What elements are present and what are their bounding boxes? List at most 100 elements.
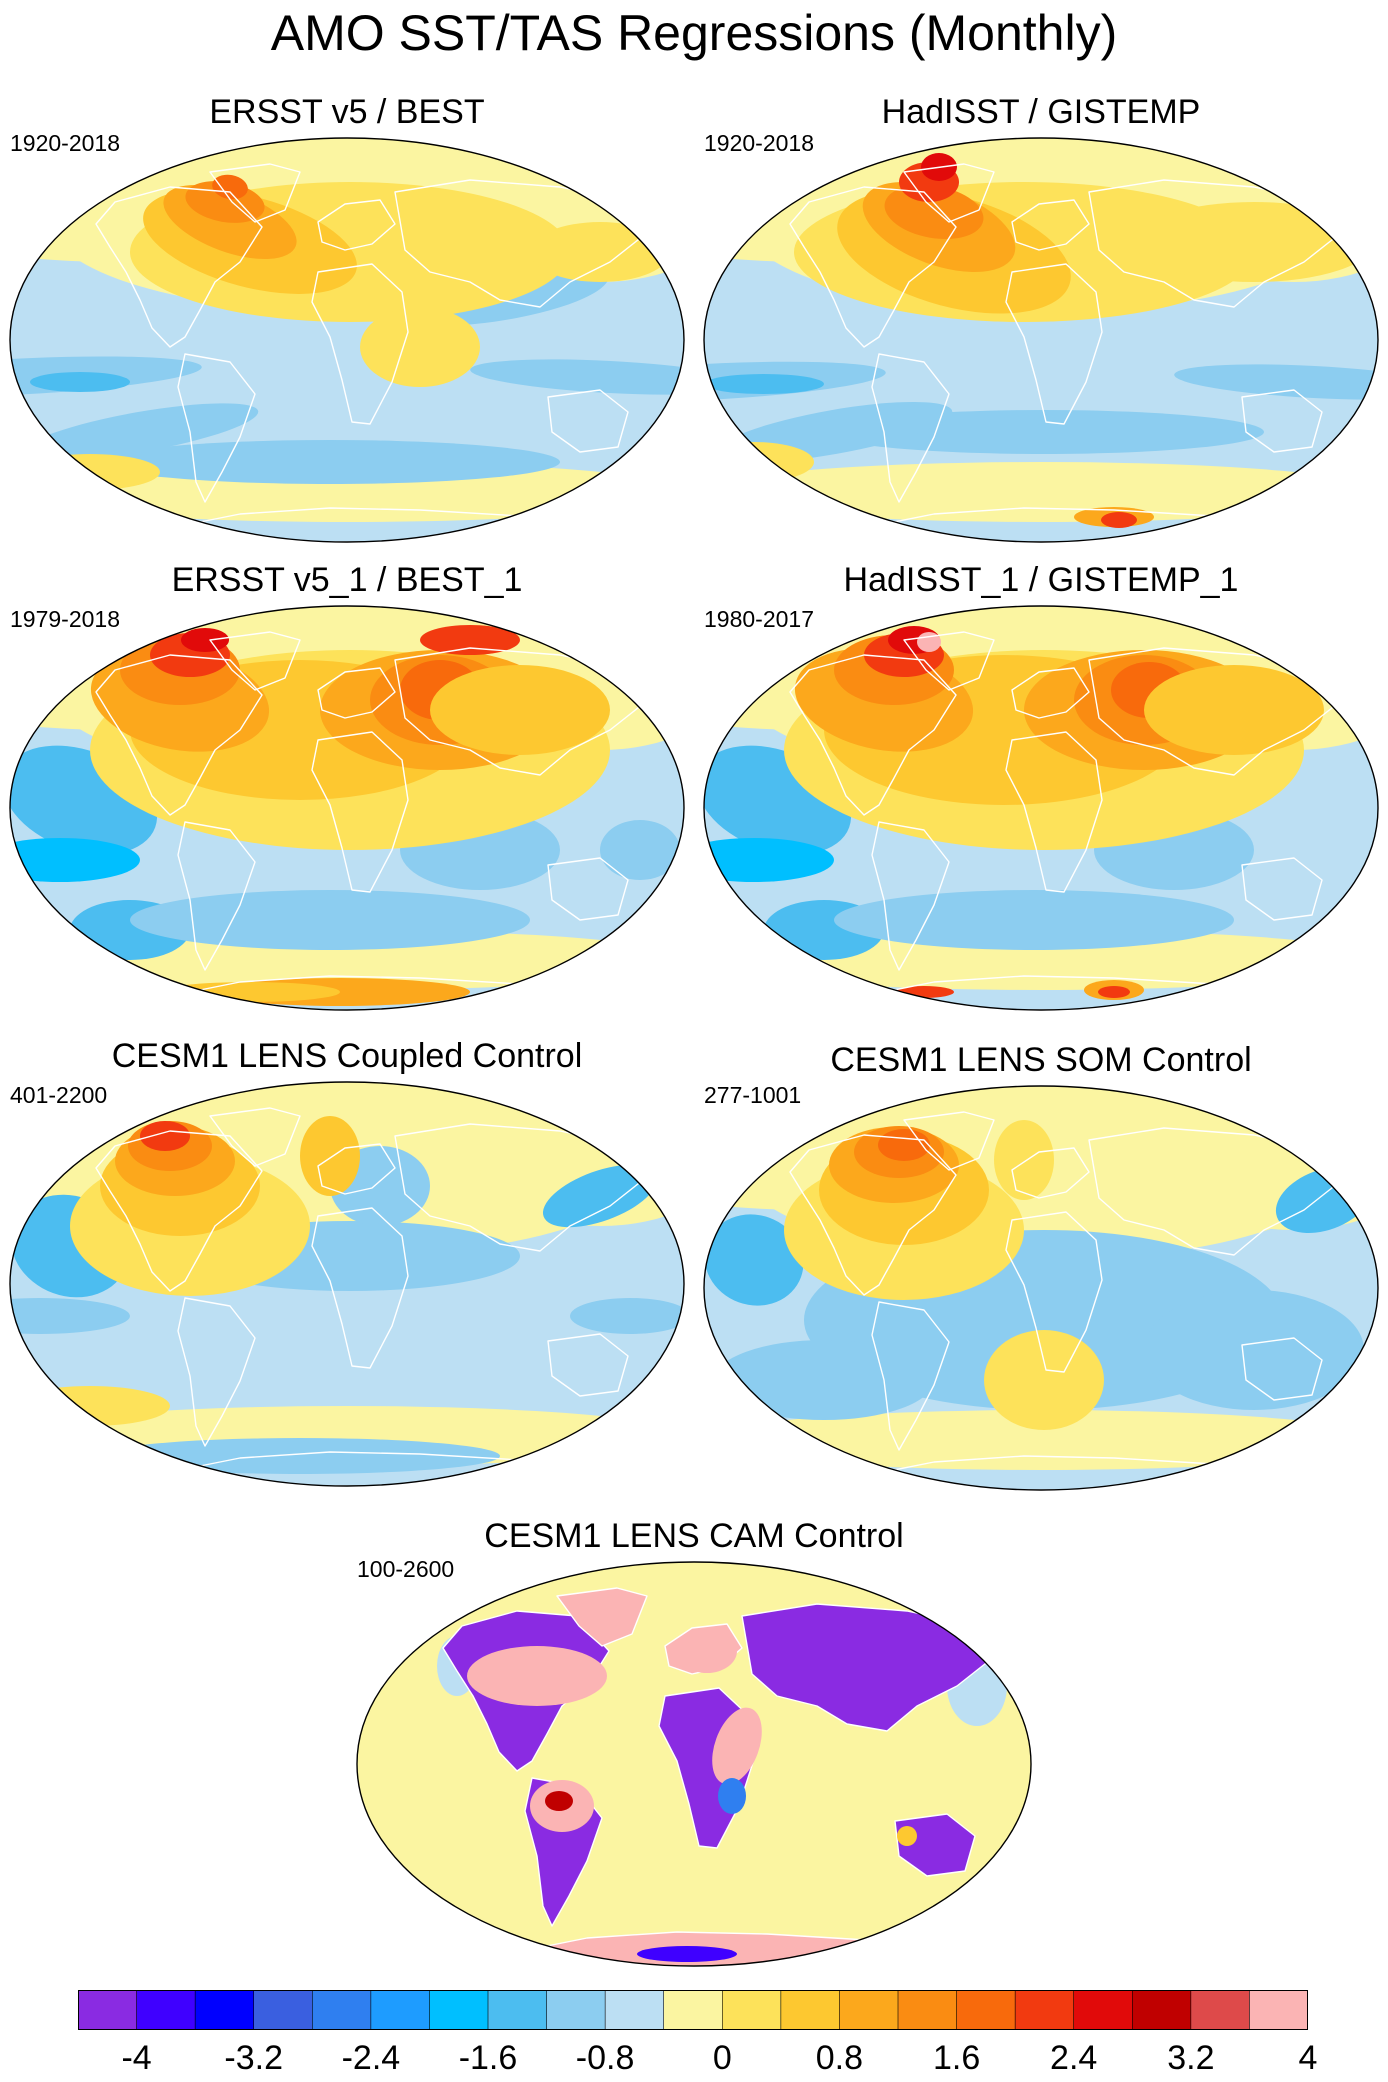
map-field bbox=[704, 606, 1378, 1010]
coastline-namerica bbox=[789, 654, 957, 816]
map-border bbox=[703, 1085, 1379, 1491]
coastline-asia bbox=[1088, 647, 1343, 776]
map-field bbox=[10, 606, 684, 1010]
colorbar-swatch bbox=[488, 1990, 548, 2030]
coastline-africa bbox=[1005, 263, 1103, 425]
coastline-africa bbox=[311, 263, 409, 425]
colorbar-swatch bbox=[78, 1990, 138, 2030]
anomaly-blob bbox=[712, 1707, 762, 1785]
map-panel-som-control: CESM1 LENS SOM Control 277-1001 bbox=[694, 1040, 1388, 1496]
regression-map bbox=[9, 137, 685, 543]
panel-title: CESM1 LENS Coupled Control bbox=[111, 1037, 583, 1075]
regression-map bbox=[703, 1085, 1379, 1491]
coastline-europe bbox=[317, 1143, 396, 1195]
colorbar-swatch bbox=[1190, 1990, 1251, 2030]
anomaly-blob bbox=[704, 1214, 804, 1306]
coastline-samerica bbox=[177, 353, 256, 503]
coastline-samerica bbox=[177, 821, 256, 971]
coastline-greenland bbox=[903, 163, 995, 223]
anomaly-blob bbox=[10, 1298, 130, 1334]
map-panel-ersst-best-1: ERSST v5_1 / BEST_1 1979-2018 bbox=[0, 560, 694, 1016]
map-border bbox=[703, 137, 1379, 543]
anomaly-blob bbox=[677, 1629, 737, 1673]
anomaly-blob bbox=[714, 1340, 934, 1420]
colorbar-label: -2.4 bbox=[341, 2039, 401, 2077]
coastline-asia bbox=[1088, 179, 1343, 308]
map-field bbox=[10, 1082, 684, 1486]
panel-title: CESM1 LENS CAM Control bbox=[484, 1517, 904, 1555]
anomaly-blob bbox=[30, 372, 130, 392]
map-panel-ersst-best: ERSST v5 / BEST 1920-2018 bbox=[0, 92, 694, 548]
coastline-greenland bbox=[903, 631, 995, 691]
colorbar-swatch bbox=[312, 1990, 372, 2030]
coastline-australia bbox=[547, 857, 629, 921]
anomaly-blob bbox=[420, 625, 520, 655]
coastline-africa bbox=[1005, 731, 1103, 893]
colorbar-swatch bbox=[546, 1990, 606, 2030]
anomaly-blob bbox=[1098, 986, 1130, 998]
coastline-europe bbox=[1011, 1147, 1090, 1199]
coastline-namerica bbox=[789, 1134, 957, 1296]
coastline-asia bbox=[1088, 1127, 1343, 1256]
anomaly-blob bbox=[897, 1826, 917, 1846]
regression-map bbox=[9, 1081, 685, 1487]
colorbar-labels: -4 -3.2 -2.4 -1.6 -0.8 0 0.8 1.6 2.4 3.2… bbox=[0, 2038, 1388, 2082]
regression-map bbox=[703, 605, 1379, 1011]
panel-title: ERSST v5 / BEST bbox=[209, 93, 485, 131]
colorbar-label: 0 bbox=[712, 2039, 732, 2077]
anomaly-blob bbox=[1134, 202, 1374, 282]
coastline-australia bbox=[894, 1813, 976, 1877]
anomaly-blob bbox=[637, 1946, 737, 1962]
anomaly-blob bbox=[984, 1330, 1104, 1430]
colorbar-label: 3.2 bbox=[1167, 2039, 1215, 2077]
anomaly-blob bbox=[100, 440, 560, 484]
coastline-europe bbox=[1011, 667, 1090, 719]
anomaly-blob bbox=[300, 1116, 360, 1196]
regression-map bbox=[9, 605, 685, 1011]
coastline-namerica bbox=[95, 186, 263, 348]
anomaly-blob bbox=[212, 174, 248, 200]
anomaly-blob bbox=[20, 454, 160, 490]
coastline-namerica bbox=[789, 186, 957, 348]
regression-map bbox=[356, 1561, 1032, 1967]
map-border bbox=[703, 605, 1379, 1011]
colorbar-label: -4 bbox=[121, 2039, 152, 2077]
map-border bbox=[9, 605, 685, 1011]
colorbar bbox=[78, 1990, 1308, 2030]
panel-period: 1980-2017 bbox=[704, 606, 814, 632]
anomaly-blob bbox=[1101, 512, 1137, 528]
anomaly-blob bbox=[704, 374, 824, 394]
anomaly-blob bbox=[140, 1121, 190, 1151]
anomaly-blob bbox=[181, 628, 229, 652]
coastline-asia bbox=[394, 647, 649, 776]
coastline-australia bbox=[547, 1333, 629, 1397]
anomaly-blob bbox=[545, 1791, 573, 1811]
anomaly-blob bbox=[1144, 665, 1324, 755]
panel-title: ERSST v5_1 / BEST_1 bbox=[171, 561, 523, 599]
colorbar-swatch bbox=[898, 1990, 958, 2030]
colorbar-swatch bbox=[663, 1990, 723, 2030]
anomaly-blob bbox=[834, 890, 1234, 950]
colorbar-label: -0.8 bbox=[575, 2039, 635, 2077]
colorbar-label: 4 bbox=[1298, 2039, 1318, 2077]
anomaly-blob bbox=[570, 1298, 684, 1334]
colorbar-label: 1.6 bbox=[932, 2039, 981, 2077]
anomaly-blob bbox=[530, 222, 670, 282]
colorbar-swatch bbox=[1132, 1990, 1192, 2030]
map-field bbox=[10, 138, 684, 542]
colorbar-swatch bbox=[780, 1990, 841, 2030]
coastline-australia bbox=[547, 389, 629, 453]
coastline-namerica bbox=[95, 1130, 263, 1292]
map-panel-hadisst-gistemp-1: HadISST_1 / GISTEMP_1 1980-2017 bbox=[694, 560, 1388, 1016]
colorbar-swatch bbox=[605, 1990, 665, 2030]
coastline-greenland bbox=[209, 631, 301, 691]
colorbar-swatch bbox=[136, 1990, 196, 2030]
colorbar-swatch bbox=[1015, 1990, 1075, 2030]
map-border bbox=[356, 1561, 1032, 1967]
map-panel-hadisst-gistemp: HadISST / GISTEMP 1920-2018 bbox=[694, 92, 1388, 548]
colorbar-label: 0.8 bbox=[815, 2039, 864, 2077]
anomaly-blob bbox=[160, 982, 340, 1002]
anomaly-blob bbox=[1144, 1290, 1364, 1410]
colorbar-swatch bbox=[195, 1990, 255, 2030]
panel-title: HadISST_1 / GISTEMP_1 bbox=[843, 561, 1239, 599]
